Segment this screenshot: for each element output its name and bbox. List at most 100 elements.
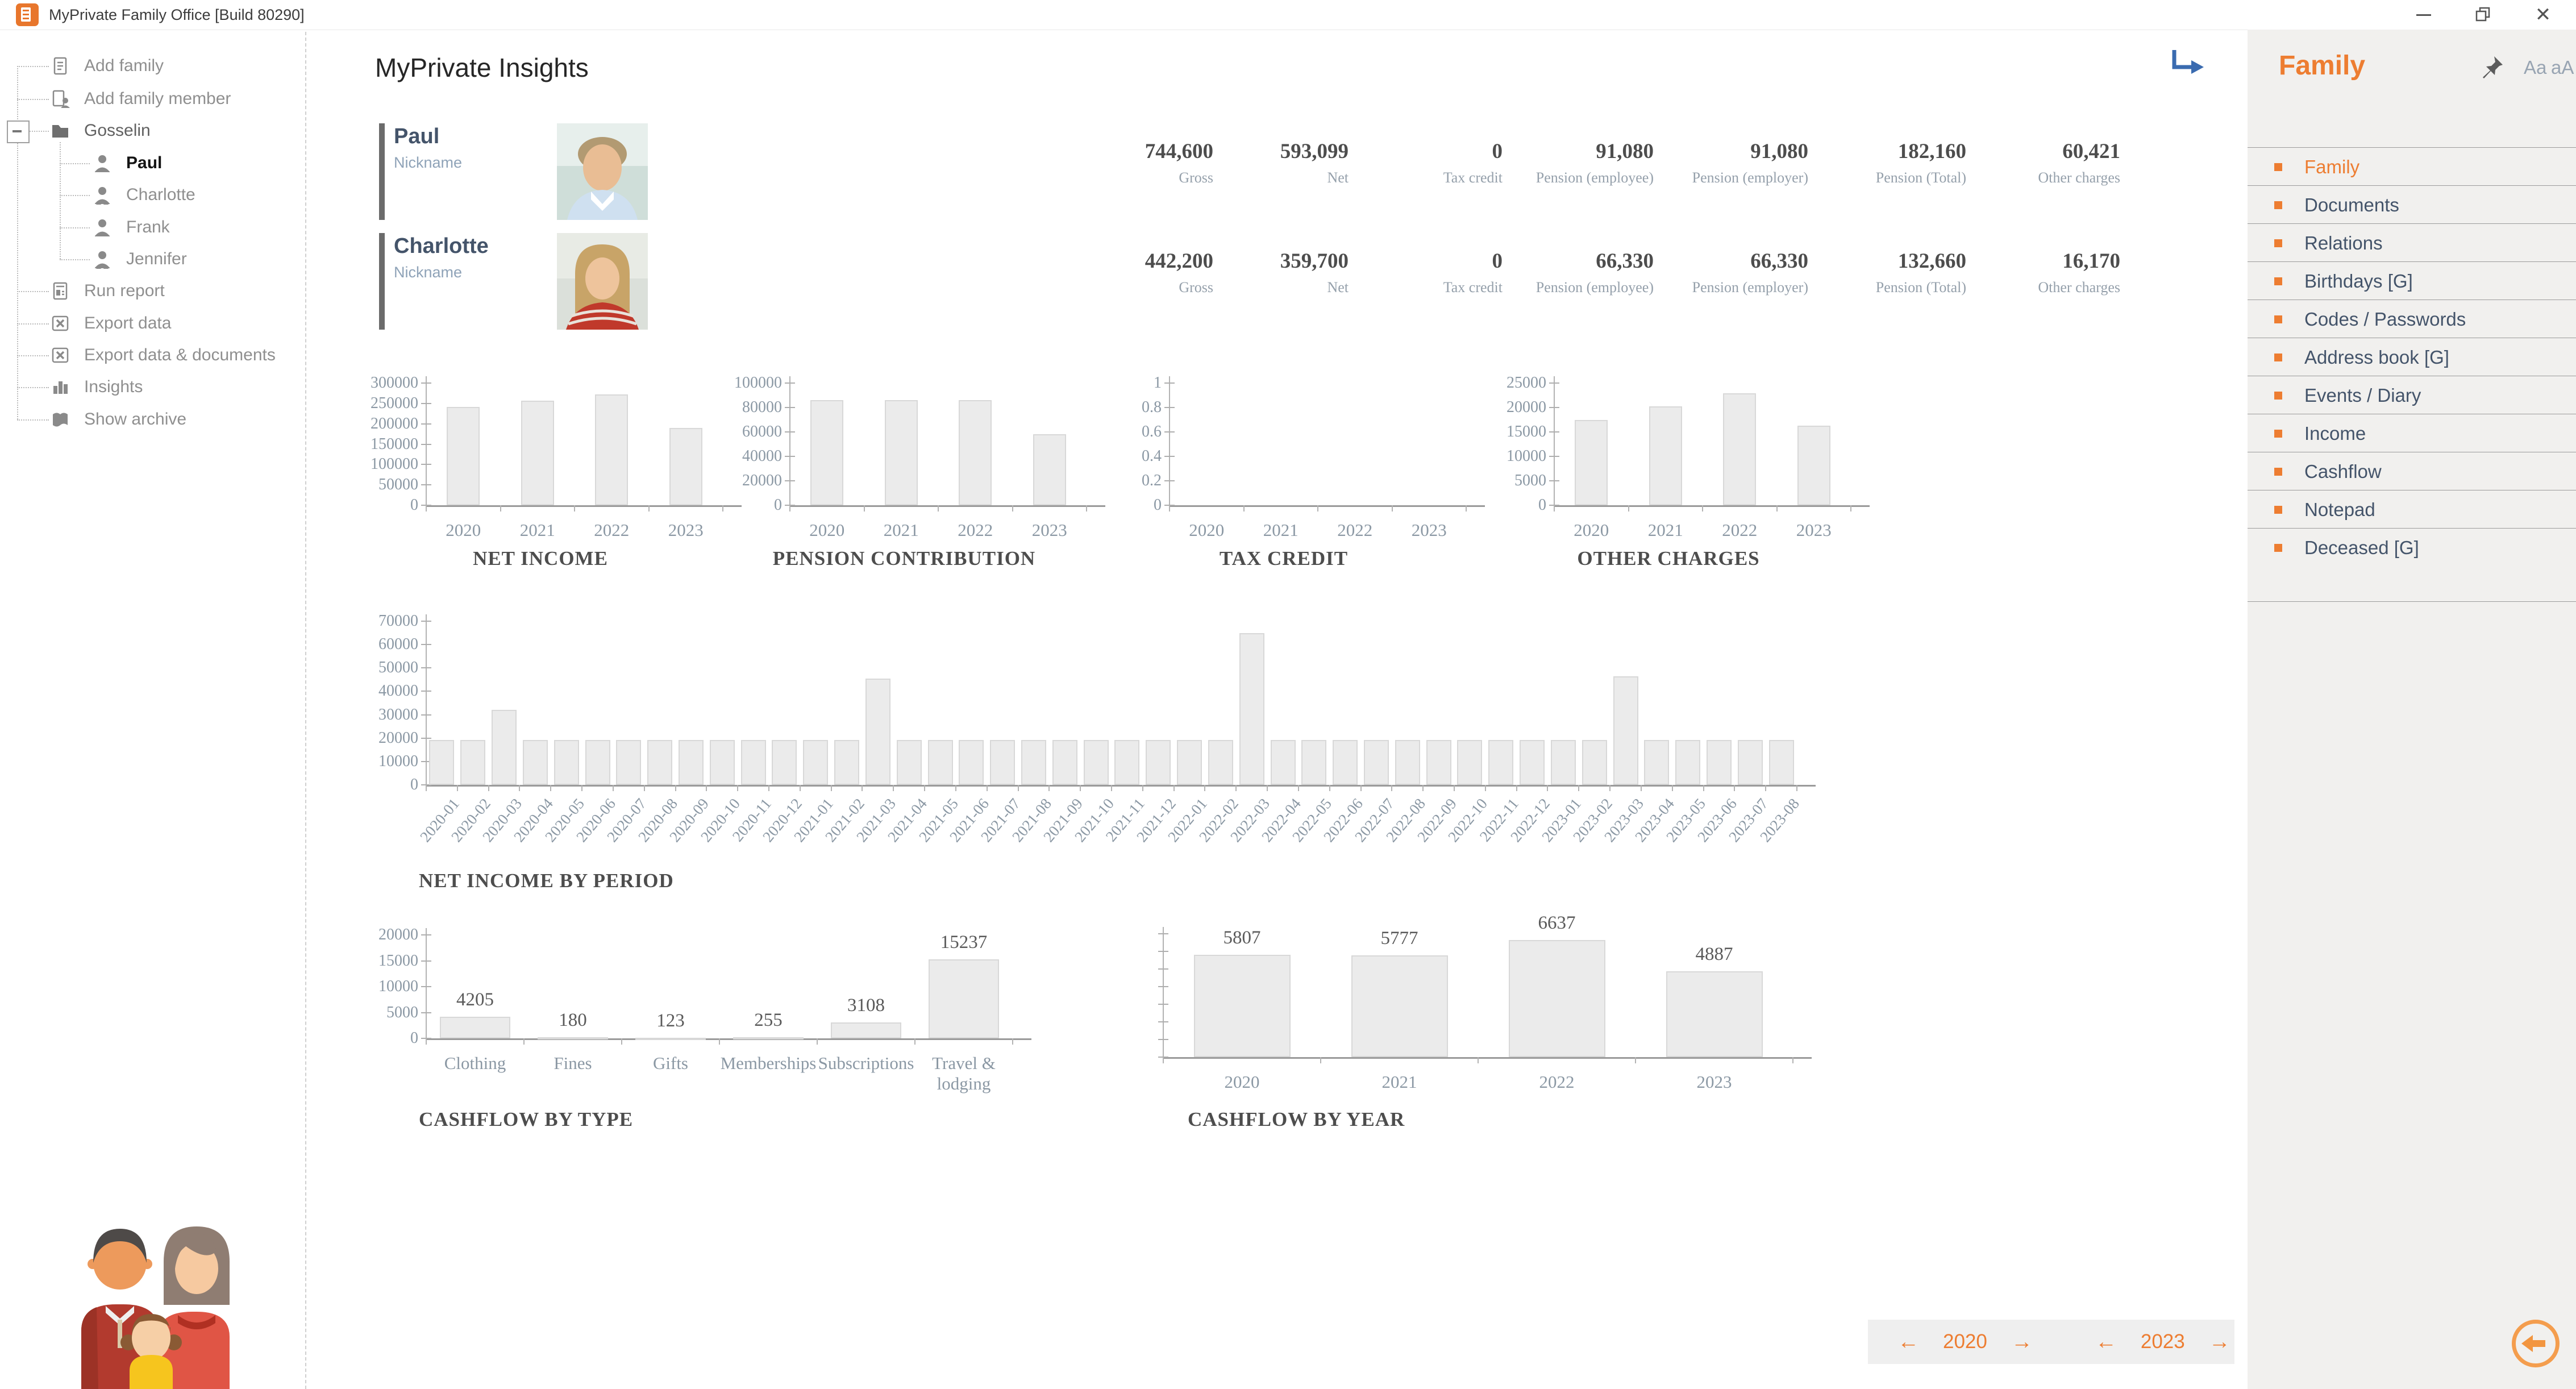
panel-item-address-book[interactable]: Address book [G]	[2248, 338, 2576, 376]
tree-item-paul[interactable]: Paul	[92, 148, 162, 178]
panel-item-income[interactable]: Income	[2248, 414, 2576, 452]
y-tick-label: 0	[410, 776, 418, 793]
y-tick-label: 200000	[371, 414, 418, 432]
back-button[interactable]	[2512, 1320, 2560, 1367]
tree-connector	[17, 99, 49, 100]
document-person-icon	[52, 90, 70, 108]
x-tick-label: Fines	[554, 1053, 592, 1073]
value: 744,600	[1145, 140, 1213, 163]
value: 359,700	[1280, 249, 1349, 273]
panel-item-label: Birthdays [G]	[2304, 270, 2413, 292]
report-icon	[53, 282, 68, 300]
person-row-charlotte: Charlotte Nickname 442,200 Gross 359,700…	[375, 233, 2120, 330]
chart-bar	[440, 1016, 510, 1038]
chart-bar	[1363, 739, 1389, 785]
y-tick-label: 0	[410, 496, 418, 514]
chart-bar	[1301, 739, 1327, 785]
tree-item-show-archive[interactable]: Show archive	[50, 405, 186, 434]
chart-bar	[1737, 739, 1763, 785]
bullet-icon	[2274, 505, 2282, 514]
chart-bar	[447, 406, 480, 505]
value-label: Pension (employer)	[1692, 279, 1808, 296]
year-from-value: 2020	[1943, 1330, 1987, 1353]
panel-item-label: Events / Diary	[2304, 384, 2421, 406]
value: 0	[1492, 249, 1503, 273]
x-tick-label: 2023	[1031, 520, 1067, 540]
panel-item-deceased[interactable]: Deceased [G]	[2248, 528, 2576, 567]
tree-item-add-family[interactable]: Add family	[50, 51, 164, 81]
panel-item-birthdays[interactable]: Birthdays [G]	[2248, 261, 2576, 300]
chart-bar	[959, 739, 984, 785]
tree-item-add-family-member[interactable]: Add family member	[50, 84, 231, 114]
tree-item-run-report[interactable]: Run report	[50, 276, 165, 306]
y-tick-label: 20000	[742, 472, 782, 489]
x-tick-label: Travel & lodging	[932, 1053, 996, 1093]
panel-item-codes-passwords[interactable]: Codes / Passwords	[2248, 300, 2576, 338]
panel-item-label: Deceased [G]	[2304, 537, 2419, 558]
y-tick-label: 20000	[378, 729, 418, 747]
net-income-by-period-chart: NET INCOME BY PERIOD 0 10000 20000 30000 4000…	[372, 612, 1842, 909]
bar-value-label: 3108	[847, 995, 885, 1016]
x-tick-label: 2022	[1539, 1072, 1575, 1092]
tree-item-gosselin[interactable]: Gosselin	[50, 116, 151, 145]
chart-bar	[1426, 739, 1451, 785]
year-to-next-button[interactable]: →	[2208, 1330, 2230, 1354]
y-tick-label: 20000	[1507, 398, 1546, 416]
tree-item-export-data[interactable]: Export data	[50, 309, 171, 338]
chart-bar	[733, 1037, 804, 1039]
panel-item-cashflow[interactable]: Cashflow	[2248, 452, 2576, 490]
tree-item-insights[interactable]: Insights	[50, 372, 143, 402]
x-tick-label: 2022	[1722, 520, 1758, 540]
chart-bar	[1649, 406, 1682, 505]
chart-bar	[810, 400, 844, 505]
pin-icon[interactable]	[2479, 55, 2504, 80]
tree-item-charlotte[interactable]: Charlotte	[92, 180, 195, 210]
bullet-icon	[2274, 315, 2282, 323]
panel-item-notepad[interactable]: Notepad	[2248, 490, 2576, 529]
chart-bar	[1582, 739, 1607, 785]
pension-contribution-chart: PENSION CONTRIBUTION 0 20000 40000 60000 8000…	[734, 367, 1132, 587]
window-title: MyPrivate Family Office [Build 80290]	[49, 6, 305, 23]
value: 0	[1492, 140, 1503, 163]
chart-bar	[1666, 971, 1763, 1057]
value-label: Tax credit	[1443, 279, 1503, 296]
year-to-value: 2023	[2140, 1330, 2185, 1353]
chart-bar	[1146, 739, 1171, 785]
x-tick-label: 2022	[1337, 520, 1373, 540]
tree-item-label: Add family	[84, 56, 164, 75]
close-button[interactable]: ✕	[2523, 0, 2563, 30]
chart-bar	[884, 400, 918, 505]
tree-item-jennifer[interactable]: Jennifer	[92, 244, 187, 274]
chart-bar	[1193, 954, 1291, 1057]
font-size-small-button[interactable]: Aa	[2524, 57, 2547, 78]
panel-item-relations[interactable]: Relations	[2248, 223, 2576, 262]
y-tick-label: 60000	[742, 423, 782, 440]
tree-item-frank[interactable]: Frank	[92, 213, 170, 242]
year-from-prev-button[interactable]: ←	[1897, 1330, 1919, 1354]
restore-button[interactable]	[2463, 0, 2504, 30]
value-label: Net	[1327, 169, 1349, 186]
font-size-large-button[interactable]: aA	[2551, 57, 2574, 78]
tree-connector	[17, 291, 49, 292]
minimize-button[interactable]	[2403, 0, 2444, 30]
net-income-chart: NET INCOME 0 50000 100000 150000 200000 250000…	[371, 367, 768, 587]
chart-bar	[429, 739, 455, 785]
panel-item-events-diary[interactable]: Events / Diary	[2248, 376, 2576, 414]
value-label: Pension (Total)	[1875, 169, 1966, 186]
panel-item-family[interactable]: Family	[2248, 147, 2576, 186]
tree-collapse-toggle[interactable]	[7, 120, 30, 143]
bullet-icon	[2274, 467, 2282, 476]
bar-chart-icon	[53, 381, 68, 394]
x-tick-label: 2020	[809, 520, 845, 540]
y-tick-label: 25000	[1507, 374, 1546, 392]
year-from-next-button[interactable]: →	[2011, 1330, 2033, 1354]
year-to-prev-button[interactable]: ←	[2095, 1330, 2117, 1354]
redirect-arrow-icon[interactable]	[2166, 48, 2206, 82]
y-tick-label: 40000	[742, 447, 782, 465]
document-icon	[53, 57, 67, 75]
bar-value-label: 123	[656, 1010, 685, 1031]
tax-credit-chart: TAX CREDIT 0 0.2 0.4 0.6 0.8 1 2020 2021 2022 2023	[1116, 367, 1512, 587]
panel-item-documents[interactable]: Documents	[2248, 185, 2576, 224]
value: 66,330	[1596, 249, 1654, 273]
tree-item-export-data-documents[interactable]: Export data & documents	[50, 340, 276, 370]
